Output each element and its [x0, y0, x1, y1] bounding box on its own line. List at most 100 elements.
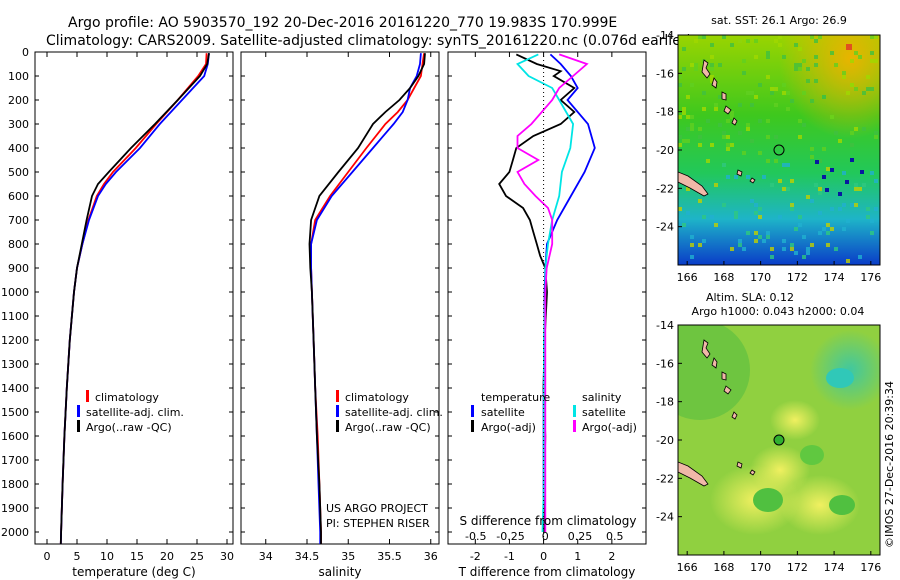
sst-pixel	[794, 227, 798, 231]
sst-pixel	[826, 167, 830, 171]
sst-pixel	[818, 35, 822, 39]
map-lon-label: 170	[750, 271, 771, 284]
depth-tick-label: 100	[8, 70, 29, 83]
sst-pixel	[706, 159, 710, 163]
map-lon-label: 168	[713, 271, 734, 284]
sst-pixel	[678, 83, 682, 87]
sst-pixel	[866, 215, 870, 219]
sst-pixel	[802, 59, 806, 63]
sst-pixel	[822, 95, 826, 99]
sst-pixel	[682, 139, 686, 143]
sst-pixel	[742, 59, 746, 63]
sst-pixel	[874, 135, 878, 139]
sst-pixel	[758, 83, 762, 87]
sst-pixel	[690, 243, 694, 247]
sst-pixel	[750, 91, 754, 95]
sst-pixel	[706, 119, 710, 123]
sst-pixel	[762, 175, 766, 179]
depth-tick-label: 300	[8, 118, 29, 131]
sst-pixel	[774, 135, 778, 139]
sst-pixel	[782, 247, 786, 251]
island-new-caledonia	[678, 461, 709, 487]
sst-pixel	[782, 239, 786, 243]
sst-pixel	[710, 55, 714, 59]
sst-pixel	[726, 147, 730, 151]
depth-axis: 0 100 200 300 400 500 600 700 800 900 1000 1100 1200…	[1, 46, 646, 539]
map-lat-label: -18	[656, 396, 674, 409]
sst-pixel	[866, 207, 870, 211]
header-line2: Climatology: CARS2009. Satellite-adjuste…	[46, 33, 692, 49]
sst-pixel	[874, 207, 878, 211]
sst-pixel	[802, 235, 806, 239]
sst-pixel	[702, 239, 706, 243]
sst-cold-pixel	[845, 180, 849, 184]
sst-pixel	[870, 219, 874, 223]
sst-pixel	[678, 207, 682, 211]
sst-pixel	[706, 63, 710, 67]
island-vanuatu	[701, 59, 738, 126]
depth-tick-label: 700	[8, 214, 29, 227]
sst-pixel	[746, 127, 750, 131]
sst-pixel	[766, 135, 770, 139]
sst-pixel	[718, 63, 722, 67]
sla-teal-area	[810, 330, 880, 410]
difference-profiles	[498, 53, 596, 533]
sst-pixel	[822, 147, 826, 151]
sla-green-hole-3	[800, 445, 824, 465]
depth-tick-label: 1700	[1, 454, 29, 467]
legend-label-satellite: satellite-adj. clim.	[86, 406, 184, 419]
sst-pixel	[746, 231, 750, 235]
x-tick-label: 35	[341, 550, 355, 563]
sst-pixel	[842, 171, 846, 175]
sst-pixel	[758, 235, 762, 239]
sst-pixel	[874, 179, 878, 183]
island-loyalty	[736, 169, 756, 184]
sla-argo-position-marker	[773, 434, 785, 446]
sst-pixel	[874, 131, 878, 135]
sst-pixel	[846, 91, 850, 95]
sst-pixel	[790, 243, 794, 247]
sst-pixel	[710, 67, 714, 71]
map-lon-label: 172	[787, 561, 808, 574]
island-loyalty	[736, 461, 756, 476]
map-lat-label: -14	[656, 319, 674, 332]
sst-pixel	[750, 199, 754, 203]
profile-line	[59, 53, 208, 545]
sst-pixel	[722, 135, 726, 139]
sst-pixel	[842, 203, 846, 207]
map-lat-label: -22	[656, 182, 674, 195]
sst-pixel	[830, 227, 834, 231]
x-tick-label: -1	[504, 550, 515, 563]
sst-pixel	[862, 127, 866, 131]
sla-map	[678, 325, 880, 555]
depth-tick-label: 400	[8, 142, 29, 155]
sst-pixel	[786, 163, 790, 167]
profile-line	[59, 53, 210, 545]
temperature-panel	[34, 51, 234, 545]
sst-pixel	[690, 127, 694, 131]
sst-pixel	[798, 135, 802, 139]
sst-pixel	[790, 99, 794, 103]
sst-pixel	[682, 223, 686, 227]
sst-cold-pixel	[860, 170, 864, 174]
sst-pixel	[818, 187, 822, 191]
sst-pixel	[854, 203, 858, 207]
sst-pixel	[822, 227, 826, 231]
sst-pixel	[698, 199, 702, 203]
sst-pixel	[790, 203, 794, 207]
profile-line	[542, 53, 596, 532]
sst-pixel	[766, 119, 770, 123]
sst-pixel	[710, 63, 714, 67]
sst-pixel	[754, 231, 758, 235]
map-lat-label: -20	[656, 434, 674, 447]
sst-pixel	[870, 59, 874, 63]
map-lon-label: 170	[750, 561, 771, 574]
sst-pixel	[730, 111, 734, 115]
sst-pixel	[698, 135, 702, 139]
sst-pixel	[826, 243, 830, 247]
sla-yellow-2	[780, 475, 860, 535]
sst-pixel	[806, 251, 810, 255]
sst-pixel	[726, 175, 730, 179]
sst-pixel	[834, 247, 838, 251]
sst-pixel	[746, 91, 750, 95]
